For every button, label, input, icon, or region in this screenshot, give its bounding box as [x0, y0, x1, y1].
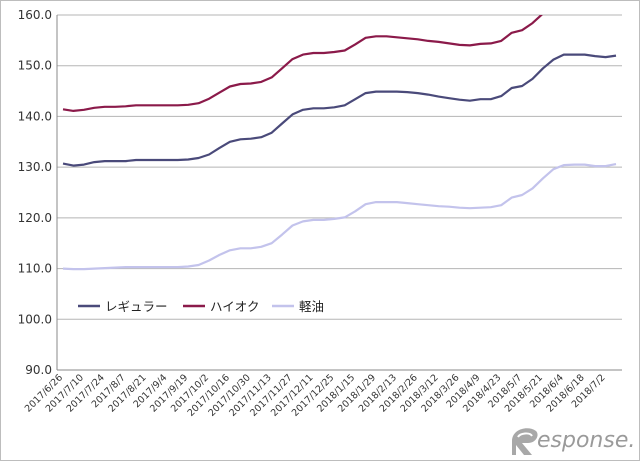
response-r-logo [512, 428, 538, 455]
legend-label: レギュラー [105, 299, 168, 314]
legend: レギュラー ハイオク 軽油 [78, 299, 324, 314]
watermark-text: esponse. [537, 428, 635, 453]
y-tick-label: 120.0 [18, 211, 52, 225]
y-axis-ticks: 90.0 100.0 110.0 120.0 130.0 140.0 150.0 160.0 [18, 8, 52, 377]
y-tick-label: 160.0 [18, 8, 52, 22]
y-tick-label: 90.0 [25, 363, 52, 377]
series-line [62, 15, 543, 113]
y-tick-label: 150.0 [18, 59, 52, 73]
gridlines [56, 14, 622, 371]
series-line [62, 53, 617, 167]
series-line [62, 163, 617, 271]
legend-label: 軽油 [299, 299, 324, 314]
x-axis-ticks: 2017/6/262017/7/102017/7/242017/8/72017/… [23, 372, 608, 419]
watermark: esponse. [512, 428, 635, 455]
y-tick-label: 110.0 [18, 262, 52, 276]
legend-label: ハイオク [210, 299, 260, 314]
y-tick-label: 100.0 [18, 312, 52, 326]
y-tick-label: 140.0 [18, 109, 52, 123]
y-tick-label: 130.0 [18, 160, 52, 174]
series-lines [62, 15, 617, 271]
